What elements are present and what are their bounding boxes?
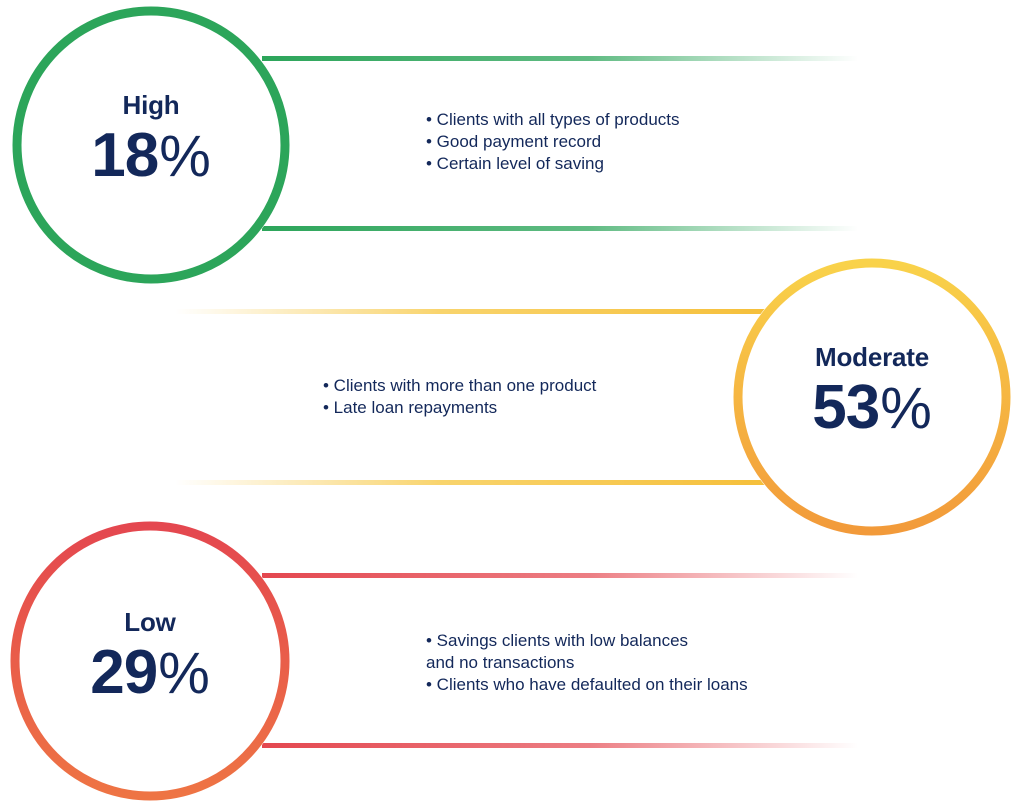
moderate-bullet-2: • Late loan repayments (323, 398, 498, 417)
low-percent-sign: % (158, 641, 210, 706)
high-bullet-1: • Clients with all types of products (426, 110, 680, 129)
high-top-line (262, 56, 858, 61)
high-bullet-list: • Clients with all types of products • G… (426, 109, 680, 175)
low-bullet-list: • Savings clients with low balances and … (426, 630, 748, 696)
low-ring (10, 521, 290, 801)
moderate-bullet-1: • Clients with more than one product (323, 376, 597, 395)
moderate-bottom-line (175, 480, 765, 485)
moderate-ring (733, 258, 1011, 536)
high-label: High (122, 90, 180, 120)
moderate-percent-value: 53 (812, 373, 880, 442)
high-ring (12, 6, 290, 284)
low-circle: Low 29% (10, 521, 290, 801)
low-label: Low (124, 607, 176, 637)
low-bottom-line (262, 743, 858, 748)
moderate-percent: 53% (733, 377, 1011, 439)
moderate-label: Moderate (815, 342, 929, 372)
low-percent: 29% (10, 642, 290, 704)
moderate-circle: Moderate 53% (733, 258, 1011, 536)
high-percent-value: 18 (91, 121, 159, 190)
low-bullet-2: and no transactions (426, 653, 575, 672)
low-top-line (262, 573, 858, 578)
high-bullet-2: • Good payment record (426, 132, 602, 151)
moderate-percent-sign: % (880, 376, 932, 441)
high-bullet-3: • Certain level of saving (426, 154, 604, 173)
low-bullet-1: • Savings clients with low balances (426, 631, 689, 650)
high-percent-sign: % (159, 124, 211, 189)
low-bullet-3: • Clients who have defaulted on their lo… (426, 675, 748, 694)
moderate-bullet-list: • Clients with more than one product • L… (323, 375, 596, 419)
high-circle: High 18% (12, 6, 290, 284)
moderate-top-line (175, 309, 765, 314)
low-percent-value: 29 (90, 638, 158, 707)
high-bottom-line (262, 226, 858, 231)
high-percent: 18% (12, 125, 290, 187)
